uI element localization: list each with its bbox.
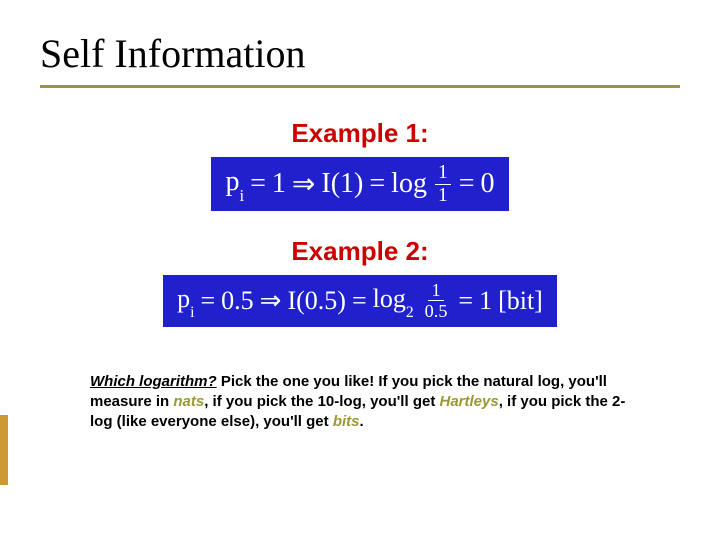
eq2-log: log (373, 284, 406, 313)
slide-title: Self Information (0, 0, 720, 85)
eq1-lhsval: 1 (272, 168, 286, 200)
eq2-sub: i (190, 304, 194, 321)
footnote-t2: , if you pick the 10-log, you'll get (204, 393, 439, 410)
footnote-bits: bits (333, 413, 360, 430)
footnote-t4: . (359, 413, 363, 430)
footnote-hartleys: Hartleys (439, 393, 498, 410)
equation-2: pi = 0.5 ⇒ I(0.5) = log2 1 0.5 = 1 [bit] (163, 275, 557, 326)
eq2-eq: = (200, 286, 215, 316)
eq1-num: 1 (435, 163, 451, 185)
equation-2-wrap: pi = 0.5 ⇒ I(0.5) = log2 1 0.5 = 1 [bit] (0, 275, 720, 326)
footnote-nats: nats (173, 393, 204, 410)
eq1-arg: 1 (340, 168, 354, 199)
eq1-func: I (321, 168, 330, 199)
eq2-logsub: 2 (406, 304, 414, 321)
eq2-eq3: = (458, 286, 473, 316)
footnote-question: Which logarithm? (90, 373, 217, 390)
eq2-func: I (287, 286, 296, 315)
side-accent-bar (0, 415, 8, 485)
eq1-var: p (225, 166, 239, 197)
eq1-sub: i (239, 186, 244, 205)
eq1-rhs: 0 (481, 168, 495, 200)
eq1-eq3: = (459, 168, 475, 200)
eq1-implies: ⇒ (292, 167, 315, 201)
eq1-eq: = (250, 168, 266, 200)
equation-1-wrap: pi = 1 ⇒ I(1) = log 1 1 = 0 (0, 157, 720, 211)
eq2-num: 1 (428, 281, 443, 301)
footnote: Which logarithm? Pick the one you like! … (0, 352, 720, 433)
eq1-den: 1 (435, 185, 451, 206)
title-underline (40, 85, 680, 88)
eq2-den: 0.5 (422, 301, 451, 320)
eq2-var: p (177, 284, 190, 313)
example-1-label: Example 1: (0, 118, 720, 149)
eq2-rhs: 1 (479, 286, 492, 316)
eq2-eq2: = (352, 286, 367, 316)
eq1-log: log (391, 168, 427, 200)
eq1-eq2: = (369, 168, 385, 200)
eq2-arg: 0.5 (305, 286, 338, 315)
eq2-unit: [bit] (498, 286, 543, 316)
equation-1: pi = 1 ⇒ I(1) = log 1 1 = 0 (211, 157, 508, 211)
eq2-frac: 1 0.5 (422, 281, 451, 320)
eq1-frac: 1 1 (435, 163, 451, 205)
eq2-lhsval: 0.5 (221, 286, 254, 316)
eq2-implies: ⇒ (260, 286, 282, 316)
example-2-label: Example 2: (0, 236, 720, 267)
